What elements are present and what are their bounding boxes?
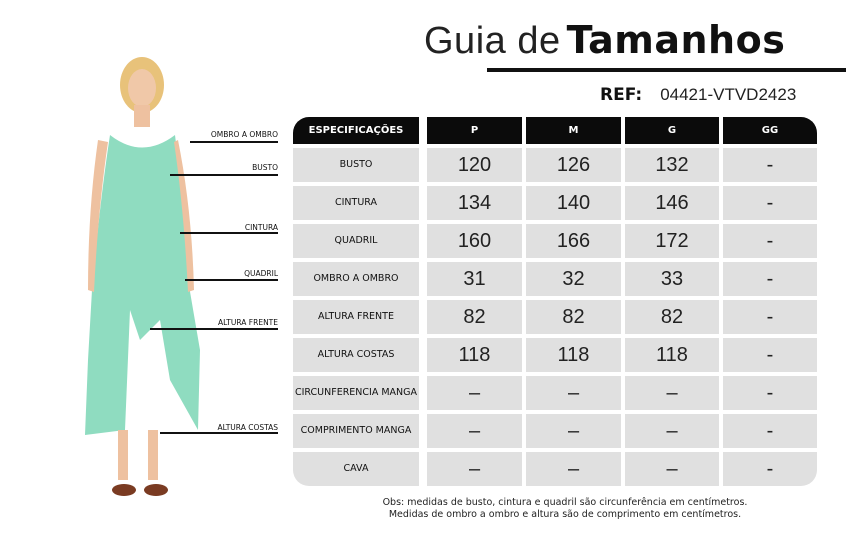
cell-gg: - [723, 148, 817, 182]
line-busto [170, 174, 278, 176]
header-p: P [427, 117, 522, 144]
cell-g: 82 [625, 300, 719, 334]
label-ombro: OMBRO A OMBRO [210, 130, 278, 139]
line-altura-frente [150, 328, 278, 330]
line-altura-costas [160, 432, 278, 434]
row-label: QUADRIL [293, 224, 419, 258]
header-m: M [526, 117, 621, 144]
cell-p: – [427, 414, 522, 448]
cell-p: 31 [427, 262, 522, 296]
cell-g: 118 [625, 338, 719, 372]
cell-gg: - [723, 224, 817, 258]
cell-g: 132 [625, 148, 719, 182]
ref: REF: 04421-VTVD2423 [600, 85, 796, 105]
cell-gg: - [723, 300, 817, 334]
row-label: COMPRIMENTO MANGA [293, 414, 419, 448]
cell-p: 118 [427, 338, 522, 372]
label-busto: BUSTO [252, 163, 278, 172]
cell-m: 118 [526, 338, 621, 372]
cell-g: 146 [625, 186, 719, 220]
cell-gg: - [723, 338, 817, 372]
header-gg: GG [723, 117, 817, 144]
label-cintura: CINTURA [244, 223, 278, 232]
cell-m: 126 [526, 148, 621, 182]
cell-p: – [427, 452, 522, 486]
cell-p: 82 [427, 300, 522, 334]
row-label: CINTURA [293, 186, 419, 220]
label-altura-frente: ALTURA FRENTE [218, 318, 278, 327]
ref-value: 04421-VTVD2423 [660, 85, 797, 104]
row-label: ALTURA FRENTE [293, 300, 419, 334]
cell-gg: - [723, 414, 817, 448]
row-label: CAVA [293, 452, 419, 486]
cell-gg: - [723, 262, 817, 296]
note-2: Medidas de ombro a ombro e altura são de… [388, 509, 742, 520]
title-underline [487, 68, 846, 72]
cell-m: – [526, 414, 621, 448]
cell-gg: - [723, 186, 817, 220]
cell-m: – [526, 452, 621, 486]
cell-g: 33 [625, 262, 719, 296]
cell-m: – [526, 376, 621, 410]
header-spec: ESPECIFICAÇÕES [293, 117, 419, 144]
line-ombro [190, 141, 278, 143]
header-g: G [625, 117, 719, 144]
cell-g: – [625, 376, 719, 410]
title-bold: Tamanhos [566, 18, 786, 62]
cell-g: – [625, 414, 719, 448]
cell-m: 82 [526, 300, 621, 334]
page-title: Guia de Tamanhos [424, 18, 785, 63]
cell-gg: - [723, 452, 817, 486]
cell-gg: - [723, 376, 817, 410]
cell-m: 140 [526, 186, 621, 220]
cell-p: – [427, 376, 522, 410]
label-altura-costas: ALTURA COSTAS [217, 423, 278, 432]
cell-g: – [625, 452, 719, 486]
cell-p: 120 [427, 148, 522, 182]
title-light: Guia de [424, 20, 561, 62]
label-quadril: QUADRIL [244, 269, 278, 278]
row-label: ALTURA COSTAS [293, 338, 419, 372]
notes: Obs: medidas de busto, cintura e quadril… [300, 497, 830, 521]
cell-m: 32 [526, 262, 621, 296]
cell-m: 166 [526, 224, 621, 258]
model-figure [85, 57, 200, 496]
cell-g: 172 [625, 224, 719, 258]
row-label: OMBRO A OMBRO [293, 262, 419, 296]
row-label: BUSTO [293, 148, 419, 182]
line-cintura [180, 232, 278, 234]
ref-label: REF: [600, 85, 643, 105]
cell-p: 160 [427, 224, 522, 258]
row-label: CIRCUNFERENCIA MANGA [293, 376, 419, 410]
note-1: Obs: medidas de busto, cintura e quadril… [382, 497, 748, 508]
cell-p: 134 [427, 186, 522, 220]
line-quadril [185, 279, 278, 281]
